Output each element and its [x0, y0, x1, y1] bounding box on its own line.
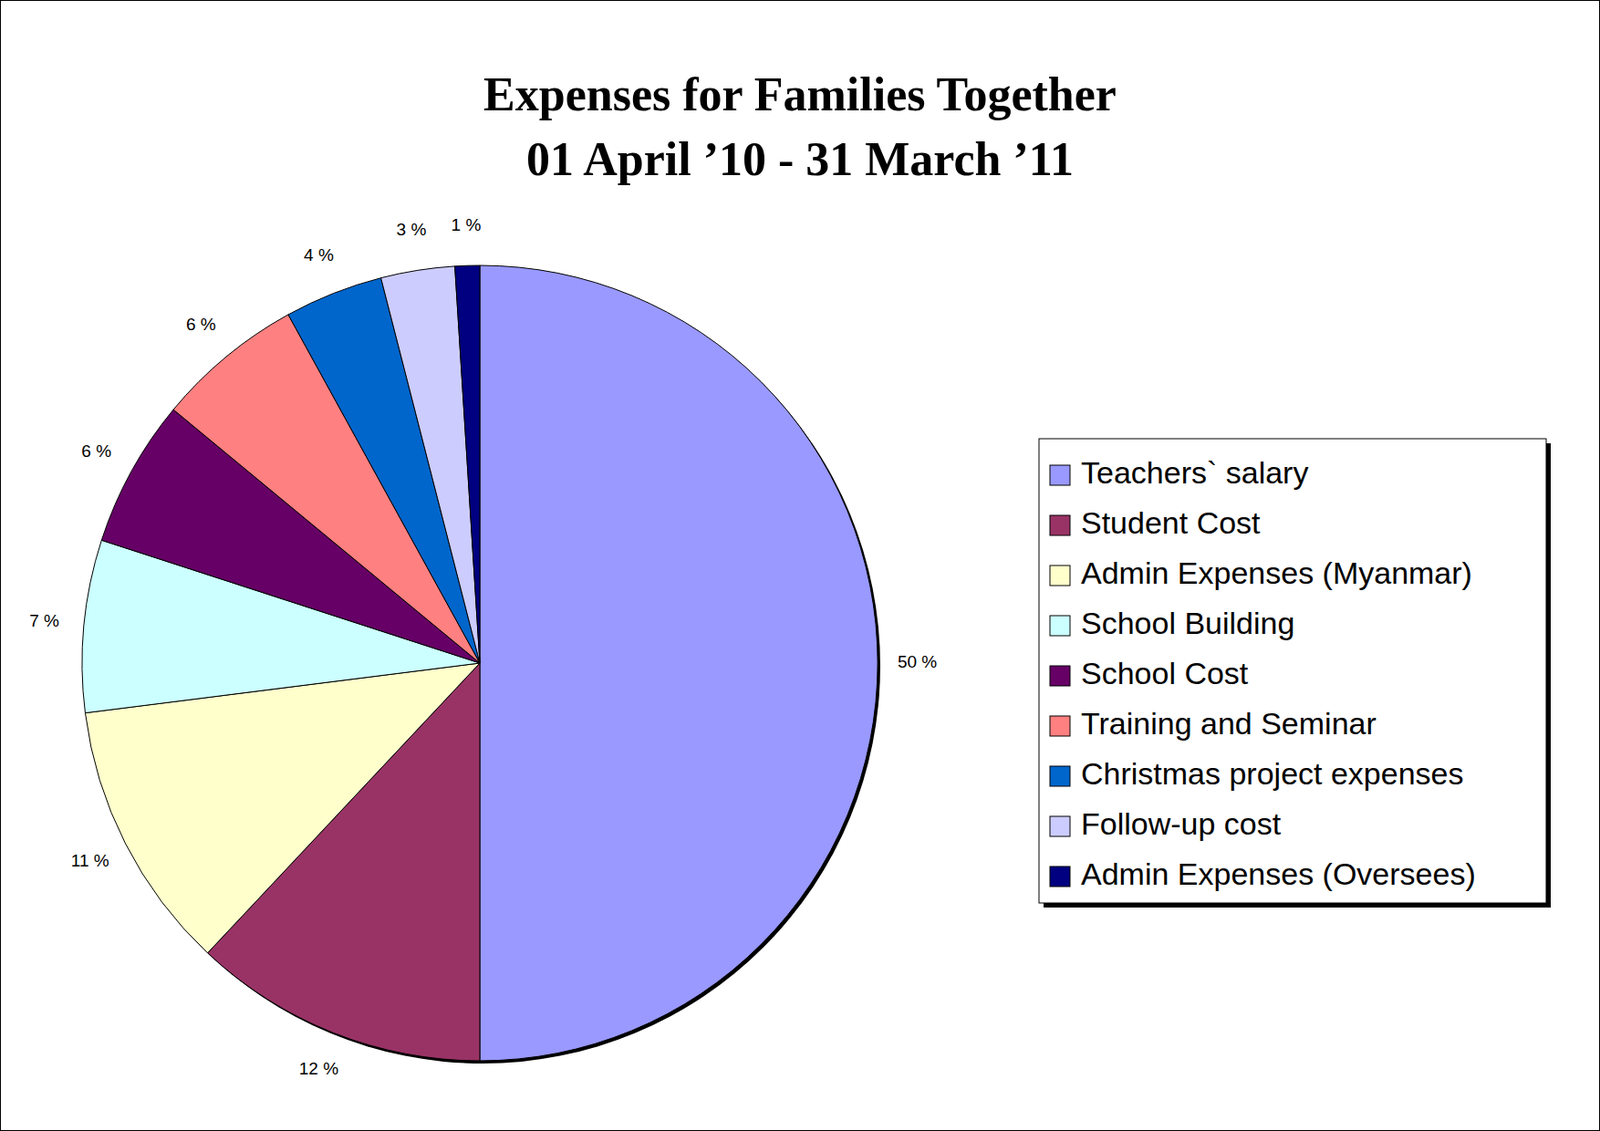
- slice: [84, 663, 480, 954]
- legend-swatch: [1049, 615, 1071, 636]
- data-label: 7 %: [29, 611, 60, 631]
- data-label: 6 %: [81, 441, 112, 461]
- slice: [479, 265, 878, 1061]
- legend-item: Admin Expenses (Oversees): [1049, 856, 1476, 892]
- page-frame: [0, 0, 1600, 1131]
- data-label: 11 %: [71, 851, 110, 871]
- chart: Expenses for Families Together 01 April ’…: [0, 0, 1600, 1131]
- data-label: 4 %: [303, 245, 334, 265]
- legend-item: Training and Seminar: [1049, 706, 1377, 741]
- legend-swatch: [1049, 515, 1071, 536]
- legend-item: Teachers` salary: [1049, 455, 1309, 490]
- data-label: 12 %: [299, 1059, 339, 1079]
- data-label: 50 %: [897, 652, 937, 672]
- legend-swatch: [1049, 665, 1071, 686]
- legend-swatch: [1049, 716, 1071, 737]
- legend-swatch: [1049, 465, 1071, 486]
- legend-label: Training and Seminar: [1080, 706, 1377, 741]
- title: Expenses for Families Together: [483, 68, 1117, 121]
- legend-swatch: [1049, 766, 1071, 787]
- slice: [455, 265, 480, 664]
- legend-item: Student Cost: [1049, 505, 1261, 541]
- data-label: 6 %: [186, 314, 217, 334]
- legend-item: School Building: [1049, 605, 1295, 641]
- legend-label: School Building: [1080, 605, 1295, 641]
- legend-swatch: [1049, 816, 1071, 837]
- legend-box: [1038, 438, 1547, 904]
- legend-label: Follow-up cost: [1080, 806, 1282, 842]
- legend-label: Teachers` salary: [1080, 455, 1309, 490]
- legend-swatch: [1049, 866, 1071, 887]
- legend-item: School Cost: [1049, 655, 1249, 691]
- subtitle: 01 April ’10 - 31 March ’11: [526, 133, 1074, 186]
- legend-label: Student Cost: [1080, 505, 1261, 541]
- legend-label: School Cost: [1080, 655, 1249, 691]
- data-label: 3 %: [396, 219, 427, 239]
- legend-label: Admin Expenses (Oversees): [1080, 856, 1476, 892]
- legend-label: Christmas project expenses: [1080, 756, 1465, 791]
- legend-item: Admin Expenses (Myanmar): [1049, 555, 1473, 591]
- legend-item: Follow-up cost: [1049, 806, 1282, 842]
- legend: Teachers` salary Student Cost Admin Expens…: [1038, 438, 1551, 908]
- data-label: 1 %: [451, 215, 482, 235]
- legend-item: Christmas project expenses: [1049, 756, 1465, 791]
- legend-label: Admin Expenses (Myanmar): [1080, 555, 1473, 591]
- legend-swatch: [1049, 565, 1071, 586]
- slice: [381, 266, 480, 664]
- pie: [82, 265, 881, 1064]
